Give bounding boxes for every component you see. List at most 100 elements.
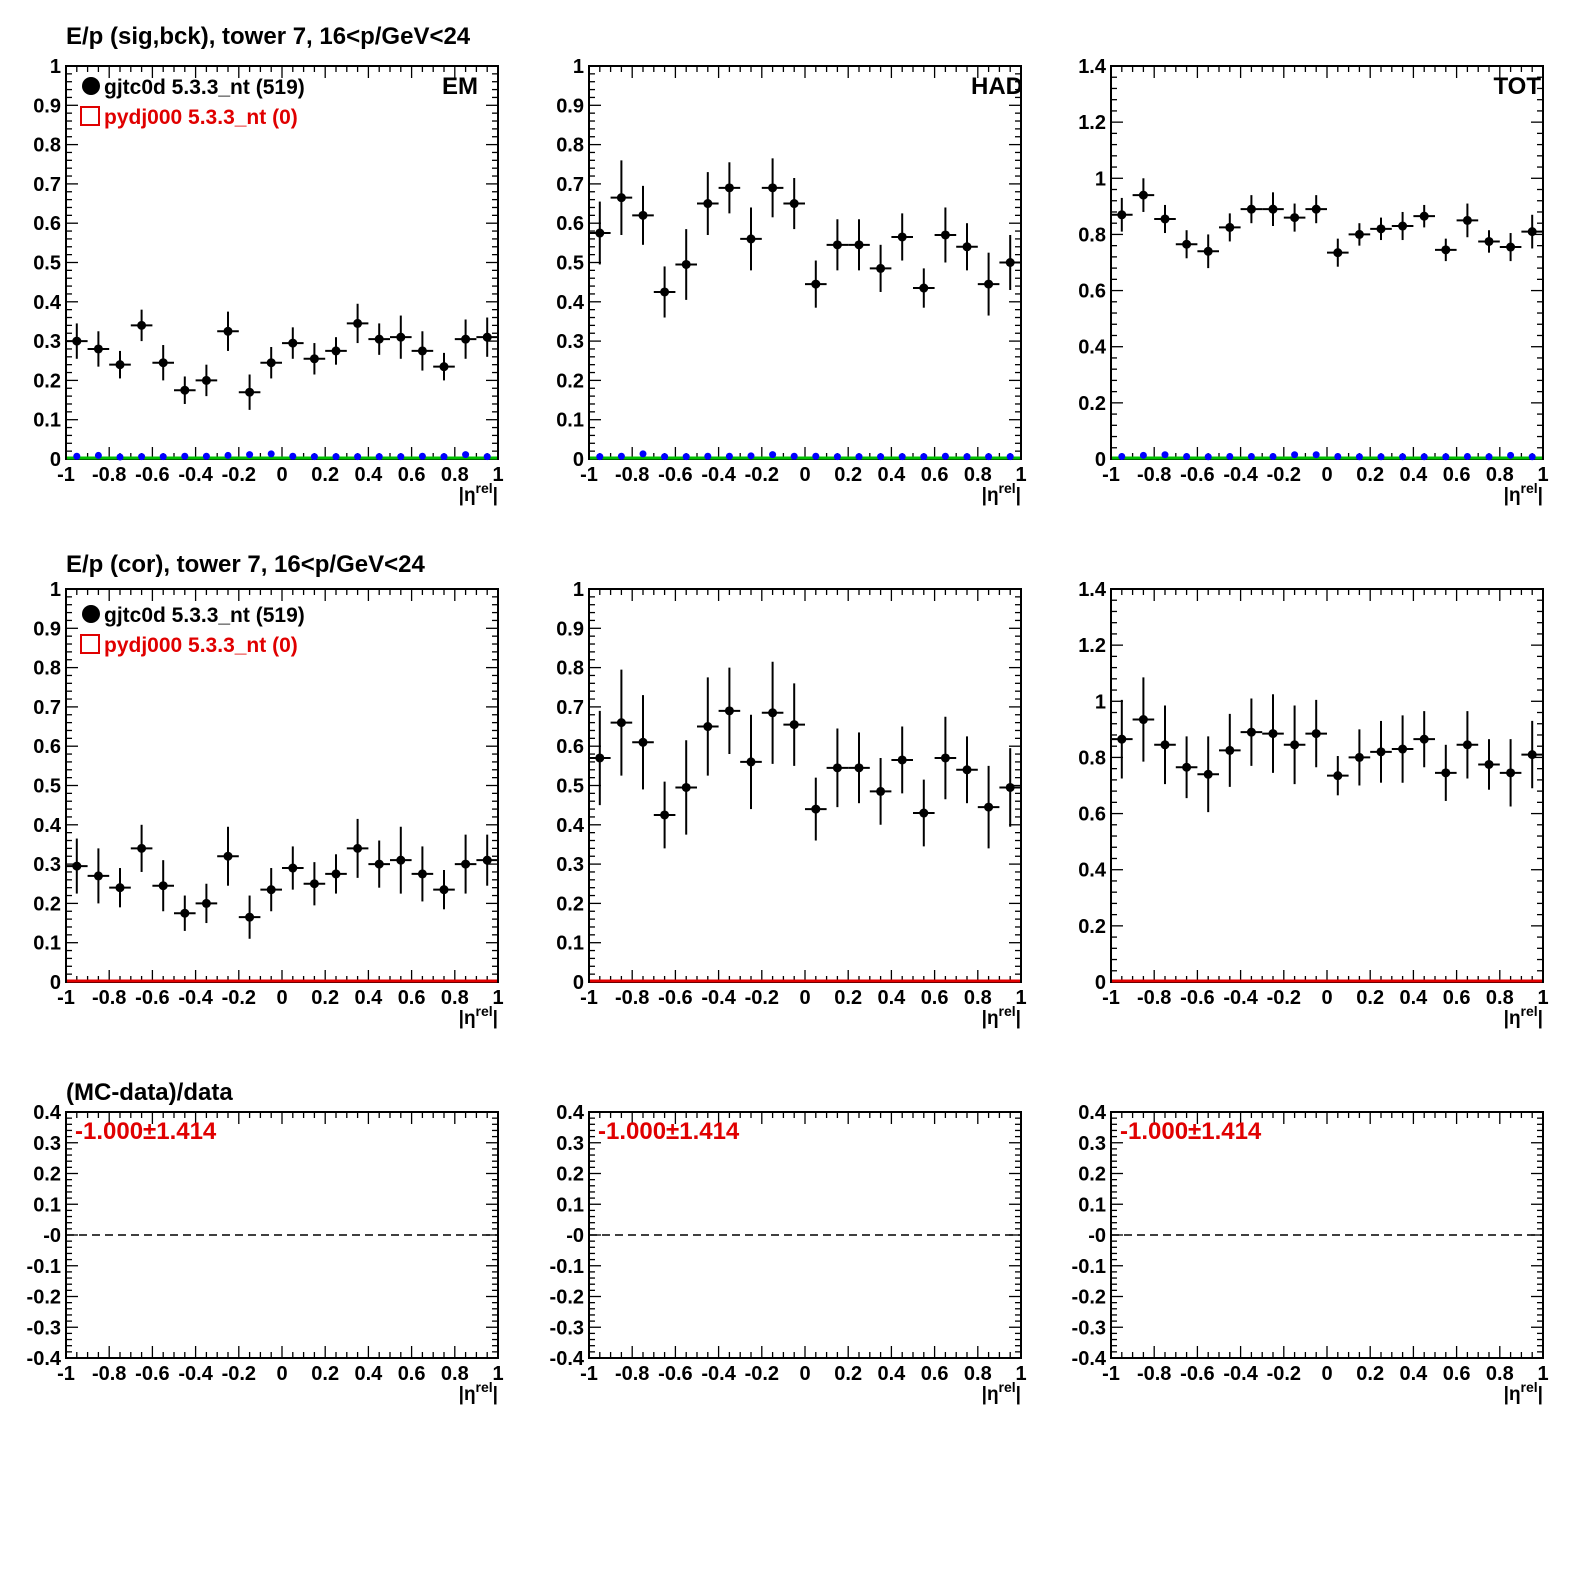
y-tick-label: 0.4 (1078, 337, 1107, 359)
column-label-had: HAD (971, 73, 1023, 100)
background-point (661, 453, 669, 461)
background-point (332, 453, 340, 461)
y-tick-label: 0.1 (1078, 1194, 1106, 1216)
y-tick-label: 0 (573, 972, 584, 994)
x-axis-label: |ηrel| (982, 1379, 1021, 1405)
background-point (397, 453, 405, 461)
data-point (461, 334, 471, 344)
x-tick-label: -0.4 (701, 987, 736, 1009)
legend-data-marker (82, 605, 100, 623)
x-tick-label: 0.4 (877, 464, 906, 486)
y-tick-label: 0.9 (556, 95, 584, 117)
y-tick-label: 0 (50, 972, 61, 994)
x-axis-label-bar: | (1538, 485, 1543, 506)
y-tick-label: 0.6 (556, 736, 584, 758)
x-tick-label: -0.8 (615, 987, 649, 1009)
data-point (854, 240, 864, 250)
background-point (769, 451, 777, 459)
x-axis-label: |ηrel| (1504, 1003, 1543, 1029)
data-point (897, 232, 907, 242)
y-tick-label: -0 (566, 1225, 584, 1247)
background-point (289, 452, 297, 460)
x-tick-label: 0.2 (1356, 1363, 1384, 1385)
background-point (963, 453, 971, 461)
data-point (1441, 768, 1451, 778)
ratio-annotation: -1.000±1.414 (1120, 1118, 1262, 1145)
y-tick-label: 0.1 (556, 1194, 584, 1216)
data-point (1225, 222, 1235, 232)
panels-layer: -1 -0.8 -0.6 -0.4 -0.2 0 0.2 0.4 0.6 0.8 1 0 0.1 0.2 0… (27, 56, 1549, 1405)
data-point (245, 912, 255, 922)
data-point (1268, 729, 1278, 739)
data-point (1246, 204, 1256, 214)
background-point (898, 453, 906, 461)
data-point (115, 360, 125, 370)
x-axis-label-superscript: rel (476, 1003, 493, 1019)
x-tick-label: 1 (1015, 1363, 1026, 1385)
x-tick-label: -0.8 (92, 1363, 126, 1385)
x-tick-label: -0.8 (1137, 987, 1171, 1009)
data-point (811, 804, 821, 814)
x-tick-label: -0.4 (1223, 987, 1258, 1009)
y-tick-label: 0.8 (556, 135, 584, 157)
data-point (595, 753, 605, 763)
data-point (396, 332, 406, 342)
data-point (876, 263, 886, 273)
data-point (439, 362, 449, 372)
x-axis-label-bar: | (493, 1384, 498, 1405)
data-point (309, 354, 319, 364)
legend-mc-marker (80, 634, 100, 654)
x-axis-label-base: |η (982, 485, 999, 506)
x-tick-label: 0 (1321, 987, 1332, 1009)
y-tick-label: 0.6 (556, 213, 584, 235)
x-tick-label: -0.8 (615, 1363, 649, 1385)
x-tick-label: -1 (57, 464, 75, 486)
y-tick-label: -0 (43, 1225, 61, 1247)
y-tick-label: 1 (50, 56, 61, 78)
x-axis-label: |ηrel| (1504, 480, 1543, 506)
y-tick-label: 0.7 (556, 697, 584, 719)
y-tick-label: 1 (1095, 691, 1106, 713)
data-point (72, 861, 82, 871)
background-point (1334, 452, 1342, 460)
data-point (482, 332, 492, 342)
data-point (595, 228, 605, 238)
data-point (703, 199, 713, 209)
data-point (266, 885, 276, 895)
data-point (223, 851, 233, 861)
x-tick-label: 0.8 (1486, 464, 1514, 486)
x-tick-label: 0.6 (1443, 464, 1471, 486)
x-tick-label: -0.8 (1137, 464, 1171, 486)
background-point (418, 452, 426, 460)
background-point (310, 453, 318, 461)
x-tick-label: 0.6 (921, 1363, 949, 1385)
data-point (417, 869, 427, 879)
x-tick-label: -0.2 (745, 987, 779, 1009)
x-tick-label: 0.4 (354, 987, 383, 1009)
y-tick-label: 0.6 (33, 213, 61, 235)
background-point (855, 453, 863, 461)
data-point (1441, 245, 1451, 255)
y-tick-label: 1 (573, 56, 584, 78)
data-point (1354, 752, 1364, 762)
background-point (747, 452, 755, 460)
x-tick-label: 1 (1015, 987, 1026, 1009)
x-tick-label: -0.6 (658, 987, 692, 1009)
y-tick-label: -0.2 (1072, 1287, 1106, 1309)
x-tick-label: 0.6 (921, 987, 949, 1009)
y-tick-label: -0.4 (550, 1348, 585, 1370)
y-tick-label: 0.4 (556, 292, 585, 314)
data-point (93, 871, 103, 881)
x-axis-label-base: |η (459, 1008, 476, 1029)
data-point (768, 708, 778, 718)
y-tick-label: 1 (50, 579, 61, 601)
x-axis-label-bar: | (1016, 1384, 1021, 1405)
panel-ratio-em: -1 -0.8 -0.6 -0.4 -0.2 0 0.2 0.4 0.6 0.8 1 -0.4 -0.3… (27, 1102, 504, 1405)
data-point (266, 358, 276, 368)
data-point (1160, 214, 1170, 224)
y-tick-label: 0.6 (33, 736, 61, 758)
y-tick-label: 0.2 (556, 370, 584, 392)
data-point (660, 287, 670, 297)
background-point (138, 453, 146, 461)
data-point (1527, 227, 1537, 237)
